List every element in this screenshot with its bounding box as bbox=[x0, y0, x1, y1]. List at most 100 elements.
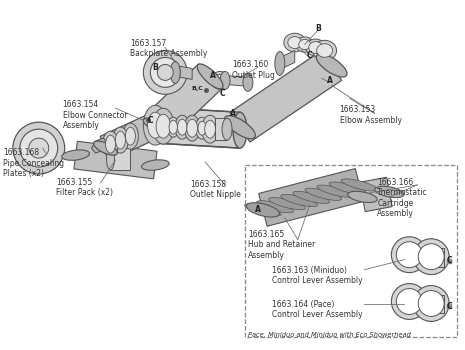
Ellipse shape bbox=[113, 127, 128, 153]
Ellipse shape bbox=[143, 118, 167, 132]
Ellipse shape bbox=[13, 122, 65, 174]
Ellipse shape bbox=[170, 62, 180, 83]
Ellipse shape bbox=[299, 40, 311, 50]
Ellipse shape bbox=[225, 116, 255, 139]
Ellipse shape bbox=[197, 64, 223, 89]
Ellipse shape bbox=[148, 107, 162, 143]
Text: A: A bbox=[255, 205, 261, 214]
Ellipse shape bbox=[29, 138, 49, 158]
Ellipse shape bbox=[149, 110, 175, 135]
Ellipse shape bbox=[205, 120, 215, 138]
Polygon shape bbox=[100, 113, 161, 160]
Text: 1663.168
Pipe Concealing
Plates (x2): 1663.168 Pipe Concealing Plates (x2) bbox=[3, 148, 64, 178]
Ellipse shape bbox=[329, 182, 366, 194]
Ellipse shape bbox=[122, 123, 139, 149]
Ellipse shape bbox=[312, 40, 337, 61]
Ellipse shape bbox=[157, 64, 173, 81]
Polygon shape bbox=[259, 169, 364, 226]
Ellipse shape bbox=[147, 112, 163, 138]
Ellipse shape bbox=[317, 44, 332, 57]
Ellipse shape bbox=[178, 119, 187, 135]
Text: C: C bbox=[446, 256, 452, 265]
Text: A: A bbox=[327, 76, 332, 85]
Ellipse shape bbox=[288, 37, 302, 48]
Polygon shape bbox=[175, 65, 192, 79]
Ellipse shape bbox=[156, 114, 171, 138]
Ellipse shape bbox=[106, 148, 114, 170]
Ellipse shape bbox=[245, 204, 281, 216]
Ellipse shape bbox=[187, 119, 198, 137]
Ellipse shape bbox=[214, 75, 226, 86]
Ellipse shape bbox=[418, 290, 444, 316]
Polygon shape bbox=[92, 138, 107, 153]
Ellipse shape bbox=[317, 185, 354, 197]
Polygon shape bbox=[360, 177, 392, 212]
Ellipse shape bbox=[198, 121, 206, 135]
Text: C: C bbox=[307, 51, 312, 60]
Ellipse shape bbox=[106, 135, 115, 153]
Ellipse shape bbox=[143, 105, 167, 145]
Bar bbox=[111, 148, 130, 170]
Ellipse shape bbox=[143, 50, 187, 94]
Text: 1663.154
Elbow Connector
Assembly: 1663.154 Elbow Connector Assembly bbox=[63, 100, 127, 130]
Ellipse shape bbox=[233, 112, 247, 148]
Text: 1663.158
Outlet Nipple: 1663.158 Outlet Nipple bbox=[190, 180, 241, 200]
Ellipse shape bbox=[396, 242, 422, 268]
Bar bbox=[215, 118, 227, 140]
Ellipse shape bbox=[126, 127, 135, 145]
Ellipse shape bbox=[202, 115, 219, 143]
Bar bbox=[245, 165, 457, 337]
Ellipse shape bbox=[306, 39, 325, 56]
Polygon shape bbox=[280, 50, 295, 69]
Text: 1663.164 (Pace)
Control Lever Assembly: 1663.164 (Pace) Control Lever Assembly bbox=[272, 300, 363, 319]
Ellipse shape bbox=[275, 51, 285, 75]
Polygon shape bbox=[155, 107, 240, 148]
Ellipse shape bbox=[20, 129, 58, 167]
Ellipse shape bbox=[396, 288, 422, 314]
Ellipse shape bbox=[284, 33, 306, 52]
Text: 1663.153
Elbow Assembly: 1663.153 Elbow Assembly bbox=[339, 105, 402, 125]
Text: Pace, Miniduo and Miniduo with Eco Showerhead: Pace, Miniduo and Miniduo with Eco Showe… bbox=[248, 332, 411, 338]
Ellipse shape bbox=[348, 191, 377, 203]
Polygon shape bbox=[225, 75, 248, 86]
Ellipse shape bbox=[243, 74, 253, 91]
Text: 1663.157
Backplate Assembly: 1663.157 Backplate Assembly bbox=[130, 38, 208, 58]
Ellipse shape bbox=[175, 115, 189, 139]
Ellipse shape bbox=[309, 42, 323, 54]
Text: A: A bbox=[210, 71, 216, 80]
Ellipse shape bbox=[341, 179, 378, 191]
Ellipse shape bbox=[418, 244, 444, 270]
Text: C: C bbox=[147, 116, 153, 125]
Polygon shape bbox=[429, 294, 444, 314]
Text: C: C bbox=[446, 302, 452, 311]
Ellipse shape bbox=[150, 57, 180, 88]
Ellipse shape bbox=[413, 286, 449, 321]
Text: 1663.160
Outlet Plug: 1663.160 Outlet Plug bbox=[232, 61, 275, 80]
Polygon shape bbox=[230, 50, 342, 142]
Ellipse shape bbox=[392, 284, 427, 320]
Text: 1663.165
Hub and Retainer
Assembly: 1663.165 Hub and Retainer Assembly bbox=[248, 230, 315, 260]
Ellipse shape bbox=[93, 141, 118, 155]
Ellipse shape bbox=[246, 203, 279, 217]
Polygon shape bbox=[151, 64, 222, 134]
Ellipse shape bbox=[222, 118, 232, 140]
Text: B: B bbox=[153, 63, 158, 72]
Ellipse shape bbox=[115, 131, 126, 149]
Polygon shape bbox=[74, 141, 157, 179]
Ellipse shape bbox=[413, 239, 449, 275]
Ellipse shape bbox=[211, 71, 229, 89]
Text: C: C bbox=[219, 89, 225, 98]
Ellipse shape bbox=[153, 108, 174, 144]
Ellipse shape bbox=[269, 197, 306, 210]
Ellipse shape bbox=[169, 120, 178, 134]
Text: B: B bbox=[315, 24, 320, 33]
Ellipse shape bbox=[185, 115, 200, 141]
Ellipse shape bbox=[281, 194, 318, 206]
Ellipse shape bbox=[196, 117, 209, 139]
Text: 1663.166
Thermostatic
Cartridge
Assembly: 1663.166 Thermostatic Cartridge Assembly bbox=[378, 178, 428, 218]
Ellipse shape bbox=[102, 131, 119, 157]
Text: B,C: B,C bbox=[191, 86, 203, 91]
Ellipse shape bbox=[62, 150, 89, 160]
Text: 1663.163 (Miniduo)
Control Lever Assembly: 1663.163 (Miniduo) Control Lever Assembl… bbox=[272, 266, 363, 285]
Polygon shape bbox=[429, 248, 444, 267]
